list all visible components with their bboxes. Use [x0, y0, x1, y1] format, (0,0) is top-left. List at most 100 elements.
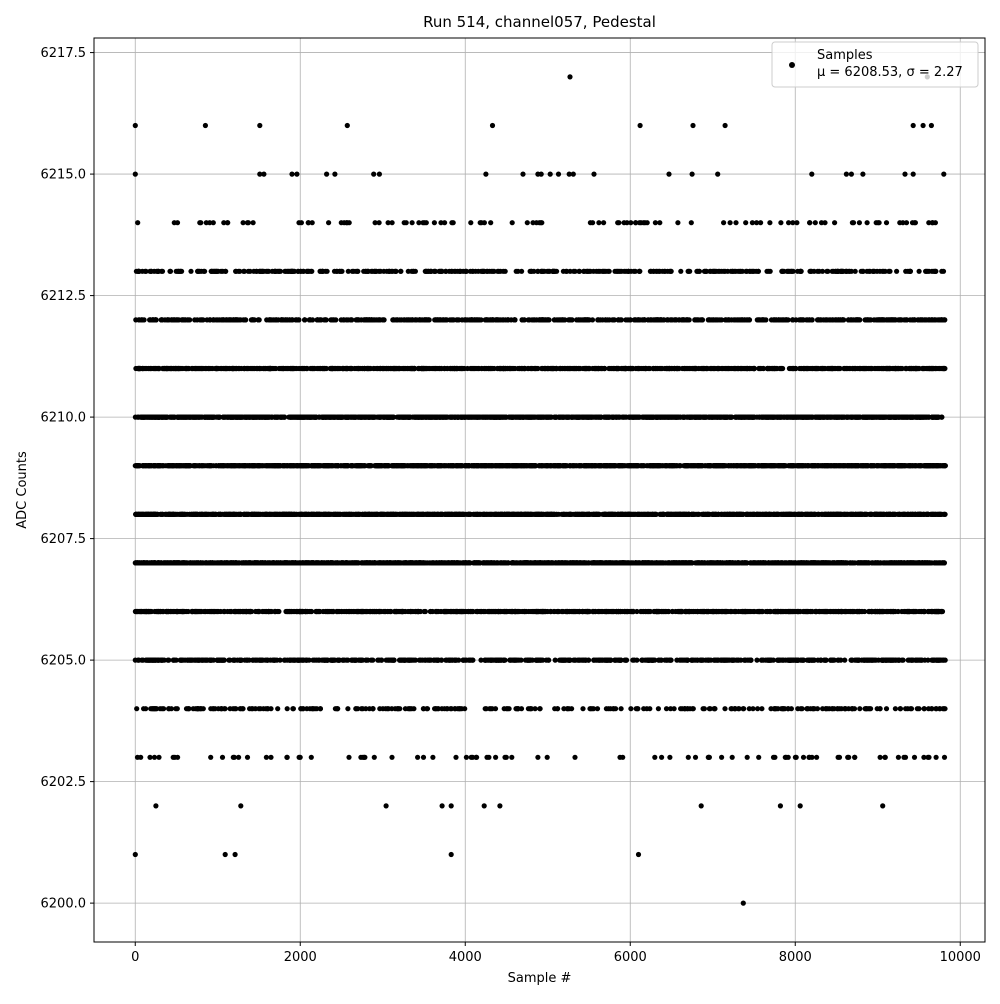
data-point: [147, 317, 152, 322]
data-point: [475, 415, 480, 420]
data-point: [329, 317, 334, 322]
data-point: [378, 269, 383, 274]
data-point: [196, 415, 201, 420]
data-point: [317, 317, 322, 322]
data-point: [660, 415, 665, 420]
data-point: [581, 269, 586, 274]
data-point: [183, 366, 188, 371]
data-point: [364, 317, 369, 322]
data-point: [754, 269, 759, 274]
data-point: [842, 366, 847, 371]
data-point: [525, 220, 530, 225]
data-point: [779, 366, 784, 371]
data-point: [437, 269, 442, 274]
data-point: [744, 366, 749, 371]
data-point: [366, 415, 371, 420]
data-point: [349, 317, 354, 322]
data-point: [531, 269, 536, 274]
data-point: [321, 366, 326, 371]
data-point: [696, 415, 701, 420]
data-point: [736, 415, 741, 420]
data-point: [817, 317, 822, 322]
data-point: [175, 220, 180, 225]
data-point: [918, 317, 923, 322]
data-point: [744, 269, 749, 274]
data-point: [174, 269, 179, 274]
data-point: [939, 269, 944, 274]
data-point: [574, 415, 579, 420]
data-point: [361, 269, 366, 274]
data-point: [711, 317, 716, 322]
data-point: [616, 220, 621, 225]
data-point: [605, 317, 610, 322]
data-point: [851, 366, 856, 371]
data-point: [793, 317, 798, 322]
data-point: [820, 269, 825, 274]
data-point: [177, 463, 182, 468]
data-point: [791, 366, 796, 371]
data-point: [257, 415, 262, 420]
data-point: [540, 269, 545, 274]
data-point: [876, 366, 881, 371]
data-point: [238, 317, 243, 322]
data-point: [372, 415, 377, 420]
data-point: [886, 366, 891, 371]
data-point: [712, 366, 717, 371]
data-point: [368, 366, 373, 371]
data-point: [777, 415, 782, 420]
data-point: [373, 220, 378, 225]
data-point: [588, 269, 593, 274]
data-point: [870, 415, 875, 420]
data-point: [713, 269, 718, 274]
data-point: [858, 366, 863, 371]
data-point: [567, 317, 572, 322]
data-point: [426, 269, 431, 274]
data-point: [164, 415, 169, 420]
data-point: [349, 366, 354, 371]
data-point: [156, 415, 161, 420]
data-point: [723, 415, 728, 420]
data-point: [332, 366, 337, 371]
data-point: [532, 317, 537, 322]
data-point: [855, 317, 860, 322]
data-point: [423, 366, 428, 371]
data-point: [366, 269, 371, 274]
data-point: [807, 220, 812, 225]
data-point: [257, 366, 262, 371]
data-point: [794, 220, 799, 225]
data-point: [510, 415, 515, 420]
data-point: [565, 463, 570, 468]
data-point: [855, 415, 860, 420]
data-point: [558, 366, 563, 371]
data-point: [424, 220, 429, 225]
data-point: [251, 220, 256, 225]
data-point: [552, 317, 557, 322]
data-point: [217, 415, 222, 420]
data-point: [649, 415, 654, 420]
data-point: [190, 366, 195, 371]
data-point: [387, 415, 392, 420]
data-point: [651, 269, 656, 274]
data-point: [801, 415, 806, 420]
data-point: [237, 366, 242, 371]
data-point: [211, 415, 216, 420]
data-point: [410, 220, 415, 225]
data-point: [675, 220, 680, 225]
data-point: [401, 366, 406, 371]
data-point: [403, 415, 408, 420]
data-point: [411, 269, 416, 274]
data-point: [488, 220, 493, 225]
data-point: [835, 269, 840, 274]
data-point: [412, 366, 417, 371]
data-point: [135, 220, 140, 225]
data-point: [423, 317, 428, 322]
data-point: [903, 366, 908, 371]
data-point: [244, 415, 249, 420]
data-point: [339, 220, 344, 225]
data-point: [863, 317, 868, 322]
data-point: [622, 269, 627, 274]
data-point: [274, 317, 279, 322]
